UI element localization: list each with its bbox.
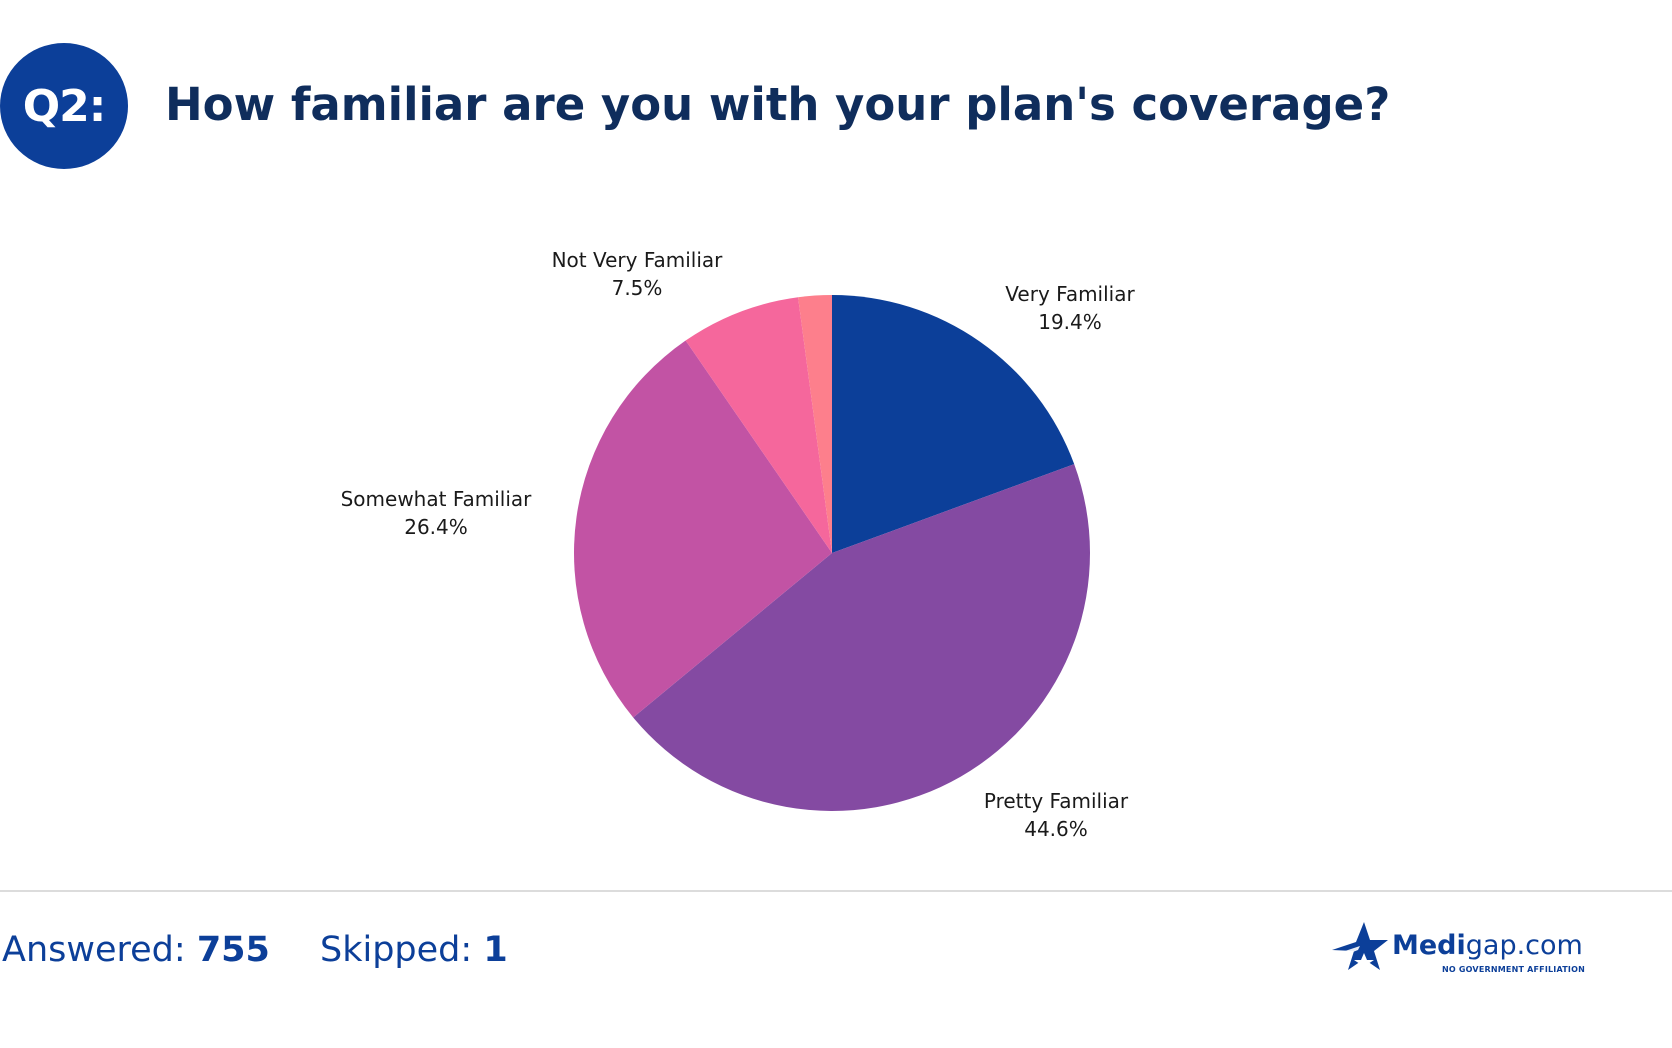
pie-slice-not-at-all-familiar [798, 295, 832, 553]
answered-value: 755 [196, 930, 270, 970]
logo-tagline: NO GOVERNMENT AFFILIATION [1442, 965, 1585, 974]
star-logo-icon [1332, 922, 1388, 971]
answered-label: Answered: [2, 930, 186, 970]
pie-slice-very-familiar [832, 295, 1075, 553]
slice-label-name: Very Familiar [1005, 282, 1135, 306]
skipped-value: 1 [483, 930, 508, 970]
logo-wordmark: Medigap.com [1392, 930, 1583, 961]
answered-stat: Answered: 755 [2, 930, 270, 970]
slice-label-name: Pretty Familiar [984, 789, 1129, 813]
skipped-stat: Skipped: 1 [320, 930, 508, 970]
pie-slice-not-very-familiar [685, 297, 832, 553]
slice-label-name: Not Very Familiar [552, 248, 724, 272]
pie-slice-somewhat-familiar [573, 340, 832, 718]
footer-divider [0, 890, 1672, 892]
slice-label-value: 19.4% [1038, 310, 1102, 334]
medigap-logo: Medigap.com NO GOVERNMENT AFFILIATION [1330, 918, 1585, 980]
question-badge: Q2: [0, 43, 128, 169]
page-title: How familiar are you with your plan's co… [165, 78, 1391, 131]
slice-label-value: 44.6% [1024, 817, 1088, 841]
skipped-label: Skipped: [320, 930, 473, 970]
pie-slice-pretty-familiar [633, 464, 1090, 811]
slice-label-value: 7.5% [612, 276, 663, 300]
pie-chart: Very Familiar 19.4% Pretty Familiar 44.6% So… [341, 248, 1136, 841]
slice-label-name: Somewhat Familiar [341, 487, 533, 511]
slice-label-value: 26.4% [404, 515, 468, 539]
